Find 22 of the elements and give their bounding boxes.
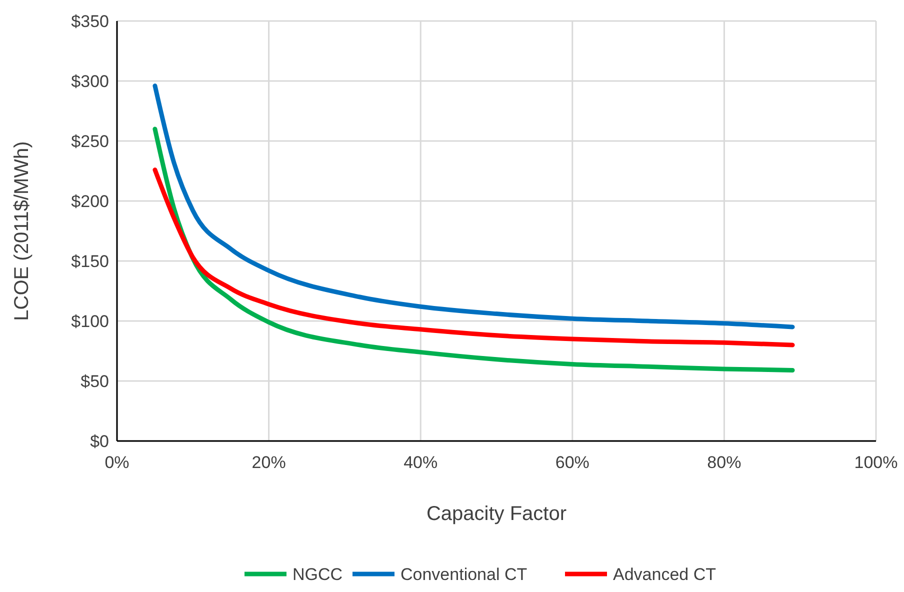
y-tick-label: $200	[71, 192, 109, 211]
y-axis-title: LCOE (2011$/MWh)	[11, 141, 33, 321]
x-tick-label: 100%	[854, 453, 898, 472]
y-tick-label: $0	[90, 432, 109, 451]
x-tick-label: 0%	[104, 453, 130, 472]
y-tick-label: $300	[71, 72, 109, 91]
y-tick-label: $350	[71, 12, 109, 31]
y-tick-label: $100	[71, 312, 109, 331]
legend-label: NGCC	[292, 565, 343, 584]
x-axis-title: Capacity Factor	[426, 503, 567, 525]
x-tick-label: 40%	[404, 453, 438, 472]
x-tick-label: 80%	[707, 453, 742, 472]
legend-label: Advanced CT	[613, 565, 716, 584]
line-series	[152, 168, 795, 348]
y-tick-label: $50	[80, 372, 109, 391]
line-series	[152, 84, 795, 330]
y-tick-label: $250	[71, 132, 109, 151]
legend-label: Conventional CT	[400, 565, 528, 584]
x-tick-label: 20%	[252, 453, 286, 472]
line-series	[152, 126, 795, 372]
y-tick-label: $150	[71, 252, 109, 271]
x-tick-label: 60%	[555, 453, 590, 472]
